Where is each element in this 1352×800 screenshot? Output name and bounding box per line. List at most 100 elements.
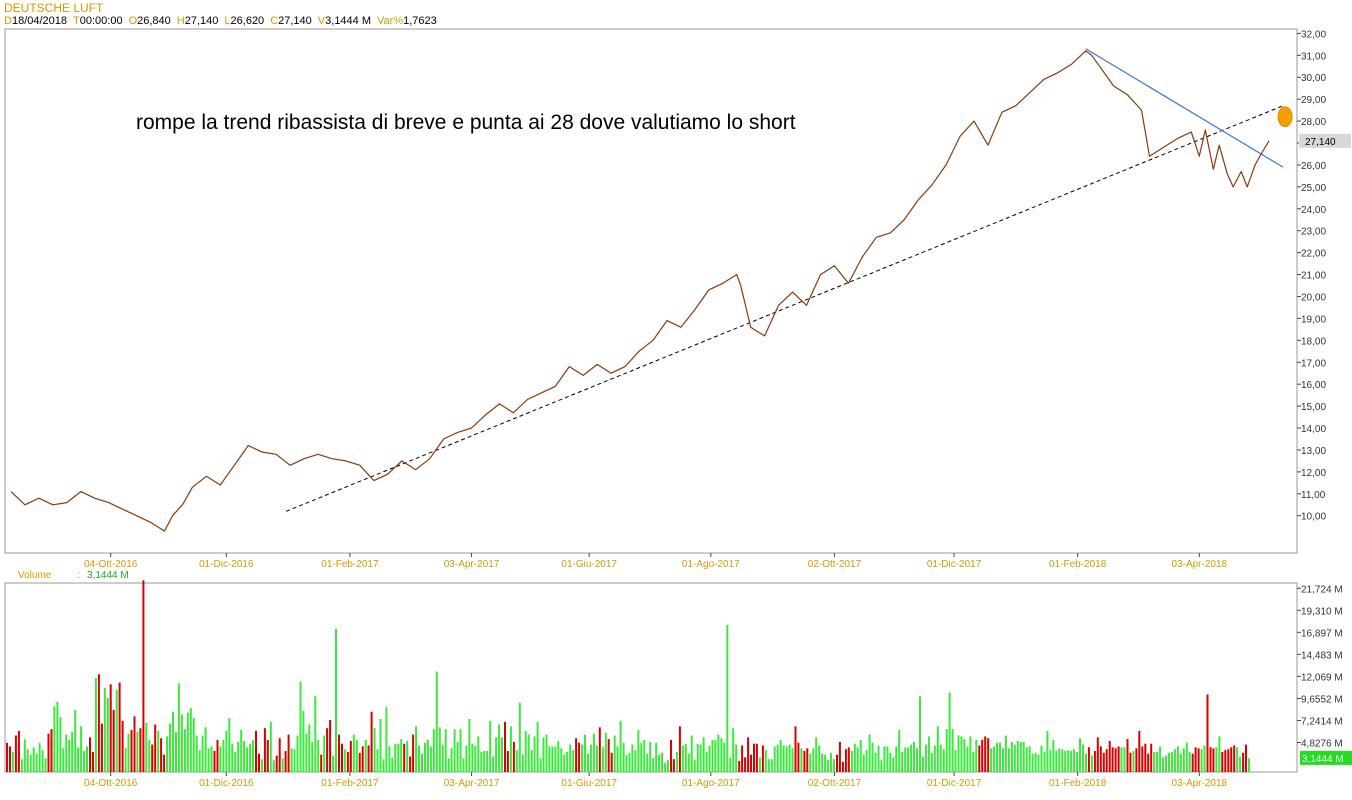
volume-bar bbox=[145, 722, 148, 772]
volume-bar bbox=[293, 749, 296, 772]
ohlc-key: O bbox=[128, 15, 138, 27]
ohlc-key: C bbox=[270, 15, 279, 27]
x-tick-label: 03-Apr-2017 bbox=[444, 559, 500, 570]
volume-bar bbox=[305, 733, 308, 772]
volume-bar bbox=[838, 741, 841, 772]
volume-bar bbox=[999, 742, 1001, 772]
annotation-text: rompe la trend ribassista di breve e pun… bbox=[136, 111, 796, 134]
volume-bar bbox=[332, 755, 335, 772]
volume-bar bbox=[1165, 755, 1167, 772]
volume-bar bbox=[1052, 740, 1055, 772]
volume-bar bbox=[996, 742, 998, 772]
volume-bar bbox=[1079, 738, 1081, 772]
volume-bar bbox=[753, 743, 755, 772]
ohlc-value: 26,840 bbox=[137, 15, 171, 27]
volume-bar bbox=[755, 743, 758, 772]
volume-bar bbox=[382, 759, 385, 772]
volume-bar bbox=[726, 625, 729, 772]
volume-bar bbox=[74, 709, 77, 772]
volume-bar bbox=[631, 744, 634, 772]
volume-bar bbox=[1055, 751, 1058, 772]
volume-bar bbox=[373, 728, 376, 772]
volume-bar bbox=[118, 682, 121, 772]
volume-bar bbox=[587, 753, 589, 772]
volume-bar bbox=[169, 723, 171, 772]
y-tick-label: 30,00 bbox=[1301, 73, 1326, 84]
volume-bar bbox=[489, 720, 492, 772]
volume-bar bbox=[779, 740, 782, 772]
y-tick-label: 29,00 bbox=[1301, 95, 1326, 106]
volume-bar bbox=[438, 727, 441, 772]
volume-bar bbox=[246, 747, 249, 772]
volume-bar bbox=[385, 707, 388, 772]
volume-bar bbox=[773, 746, 776, 772]
volume-bar bbox=[800, 748, 803, 772]
volume-bar bbox=[1162, 757, 1164, 772]
volume-bar bbox=[80, 726, 83, 772]
volume-bar bbox=[1096, 737, 1099, 772]
volume-bar bbox=[993, 746, 996, 772]
volume-bar bbox=[1064, 751, 1067, 772]
volume-bar bbox=[468, 719, 471, 772]
volume-bar bbox=[598, 727, 601, 772]
volume-bar bbox=[936, 726, 939, 772]
volume-bar bbox=[548, 746, 551, 772]
volume-bar bbox=[426, 740, 429, 772]
y-tick-label: 28,00 bbox=[1301, 117, 1326, 128]
volume-bar bbox=[1031, 753, 1034, 772]
volume-bar bbox=[23, 739, 26, 772]
volume-bar bbox=[747, 737, 750, 772]
volume-bar bbox=[1126, 739, 1129, 772]
volume-bar bbox=[397, 743, 400, 772]
volume-bar bbox=[1090, 755, 1093, 772]
volume-bar bbox=[1150, 743, 1153, 772]
volume-bar bbox=[945, 729, 948, 772]
volume-bar bbox=[103, 688, 106, 772]
volume-bar bbox=[477, 736, 480, 772]
volume-bar bbox=[115, 689, 118, 772]
volume-bar bbox=[228, 718, 231, 772]
volume-bar bbox=[379, 719, 382, 772]
y-tick-label: 11,00 bbox=[1301, 490, 1326, 501]
volume-bar bbox=[1197, 748, 1200, 772]
volume-bar bbox=[367, 745, 370, 772]
volume-bar bbox=[904, 747, 907, 772]
volume-bar bbox=[539, 758, 542, 772]
volume-bar bbox=[361, 746, 364, 772]
x-tick-label: 01-Feb-2017 bbox=[321, 559, 379, 570]
volume-bar bbox=[1168, 752, 1170, 772]
volume-bar bbox=[429, 746, 432, 772]
volume-bar bbox=[56, 701, 59, 772]
x-tick-label: 04-Ott-2016 bbox=[84, 559, 138, 570]
volume-bar bbox=[655, 742, 658, 772]
volume-bar bbox=[311, 741, 314, 772]
volume-bar bbox=[1028, 746, 1031, 772]
volume-bar bbox=[26, 749, 29, 772]
volume-bar bbox=[216, 740, 219, 772]
y-tick-label: 13,00 bbox=[1301, 446, 1326, 457]
volume-bar bbox=[65, 734, 68, 772]
volume-bar bbox=[358, 752, 361, 772]
volume-bar bbox=[166, 736, 169, 772]
volume-bar bbox=[616, 746, 619, 772]
volume-bar bbox=[714, 740, 717, 772]
volume-bar bbox=[1170, 751, 1173, 772]
volume-bar bbox=[871, 742, 874, 772]
volume-bar bbox=[551, 746, 554, 772]
volume-bar bbox=[44, 758, 47, 772]
volume-bar bbox=[163, 754, 166, 772]
x-tick-label: 01-Ago-2017 bbox=[682, 559, 740, 570]
volume-bar bbox=[1002, 748, 1004, 772]
volume-bar bbox=[121, 720, 124, 772]
volume-bar bbox=[1230, 747, 1233, 772]
volume-bar bbox=[987, 738, 990, 772]
volume-x-tick-label: 01-Feb-2018 bbox=[1049, 778, 1107, 789]
volume-bar bbox=[761, 745, 764, 772]
volume-bar bbox=[1034, 752, 1037, 772]
volume-bar bbox=[1043, 751, 1046, 772]
volume-bar bbox=[326, 728, 329, 772]
volume-y-tick-label: 9,6552 M bbox=[1301, 694, 1343, 705]
volume-bar bbox=[47, 733, 50, 772]
volume-x-tick-label: 01-Dic-2016 bbox=[199, 778, 254, 789]
